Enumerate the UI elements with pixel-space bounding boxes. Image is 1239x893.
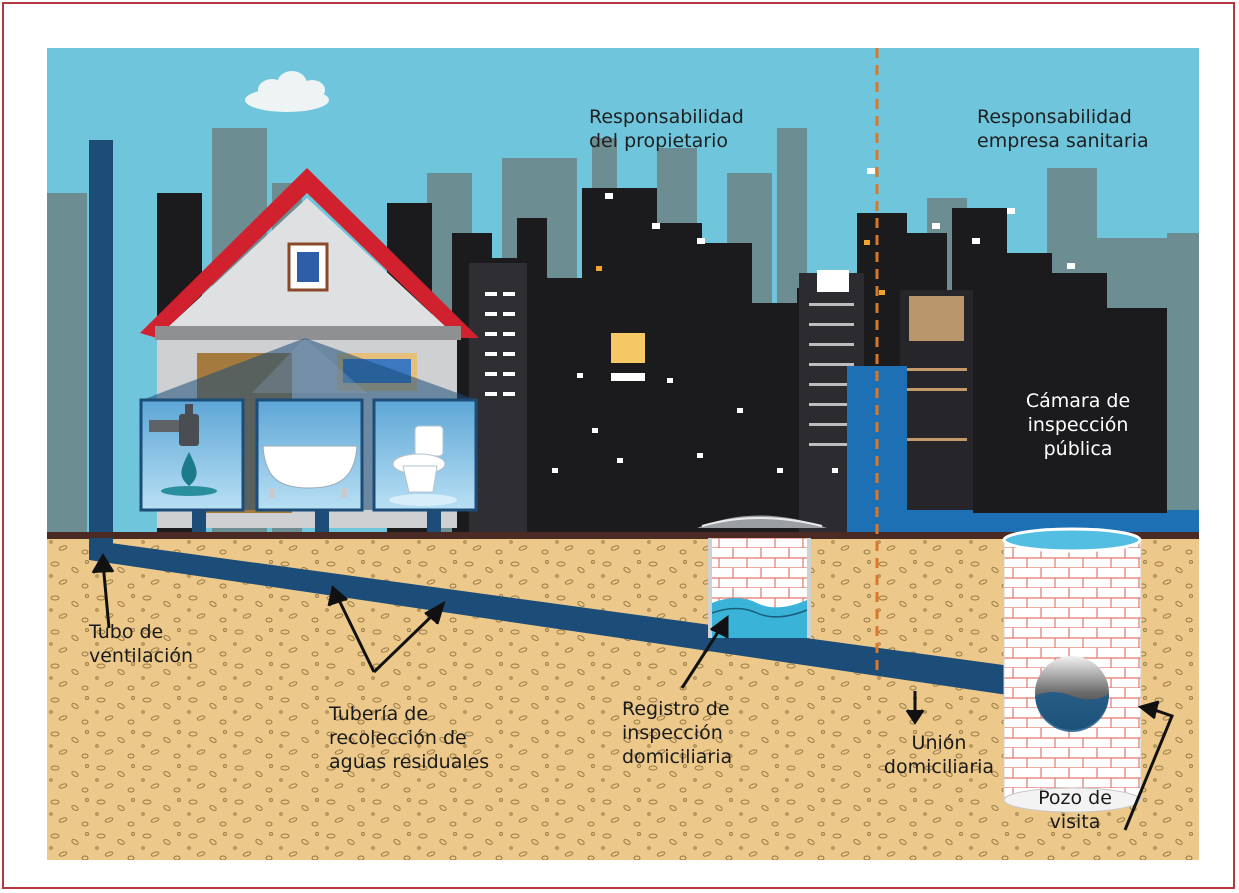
- annotation-arrows: [91, 553, 1174, 831]
- toilet-icon: [389, 425, 457, 506]
- toilet-panel: [372, 398, 478, 512]
- manhole-label: Pozo de visita: [1026, 786, 1124, 834]
- manhole-line-1: Pozo de: [1038, 787, 1112, 809]
- chamber-line-1: Cámara de: [1025, 390, 1131, 412]
- company-resp-line-1: Responsabilidad: [977, 106, 1132, 128]
- register-line-3: domiciliaria: [622, 746, 733, 768]
- owner-responsibility-label: Responsabilidad del propietario: [589, 105, 744, 153]
- bathtub-icon: [262, 445, 358, 498]
- ground-line: [47, 532, 1199, 539]
- register-line-2: inspección: [622, 722, 723, 744]
- vent-pipe: [89, 140, 113, 540]
- vent-pipe-label: Tubo de ventilación: [89, 620, 193, 668]
- company-resp-line-2: empresa sanitaria: [977, 130, 1149, 152]
- faucet-panel: [139, 398, 245, 512]
- owner-resp-line-2: del propietario: [589, 130, 728, 152]
- cloud: [245, 71, 329, 112]
- faucet-icon: [149, 404, 217, 496]
- owner-resp-line-1: Responsabilidad: [589, 106, 744, 128]
- register-line-1: Registro de: [622, 698, 730, 720]
- collection-line-3: aguas residuales: [329, 751, 490, 773]
- collection-line-1: Tubería de: [329, 703, 429, 725]
- collection-pipe-label: Tubería de recolección de aguas residual…: [329, 702, 489, 774]
- vent-line-1: Tubo de: [89, 621, 164, 643]
- collection-line-2: recolección de: [329, 727, 467, 749]
- home-junction-label: Unión domiciliaria: [872, 731, 1006, 779]
- junction-line-1: Unión: [911, 732, 967, 754]
- lit-window: [611, 333, 645, 363]
- chamber-line-3: pública: [1043, 438, 1113, 460]
- manhole: [1002, 527, 1142, 813]
- junction-line-2: domiciliaria: [883, 756, 995, 778]
- chamber-line-2: inspección: [1027, 414, 1129, 436]
- manhole-line-2: visita: [1049, 811, 1101, 833]
- sewer-scene: [47, 48, 1199, 860]
- vent-line-2: ventilación: [89, 645, 194, 667]
- collection-pipe: [89, 540, 1062, 703]
- public-chamber-label: Cámara de inspección pública: [1020, 389, 1136, 461]
- home-register-label: Registro de inspección domiciliaria: [622, 697, 732, 769]
- tower-left: [469, 263, 527, 538]
- company-responsibility-label: Responsabilidad empresa sanitaria: [977, 105, 1149, 153]
- bathtub-panel: [255, 398, 364, 512]
